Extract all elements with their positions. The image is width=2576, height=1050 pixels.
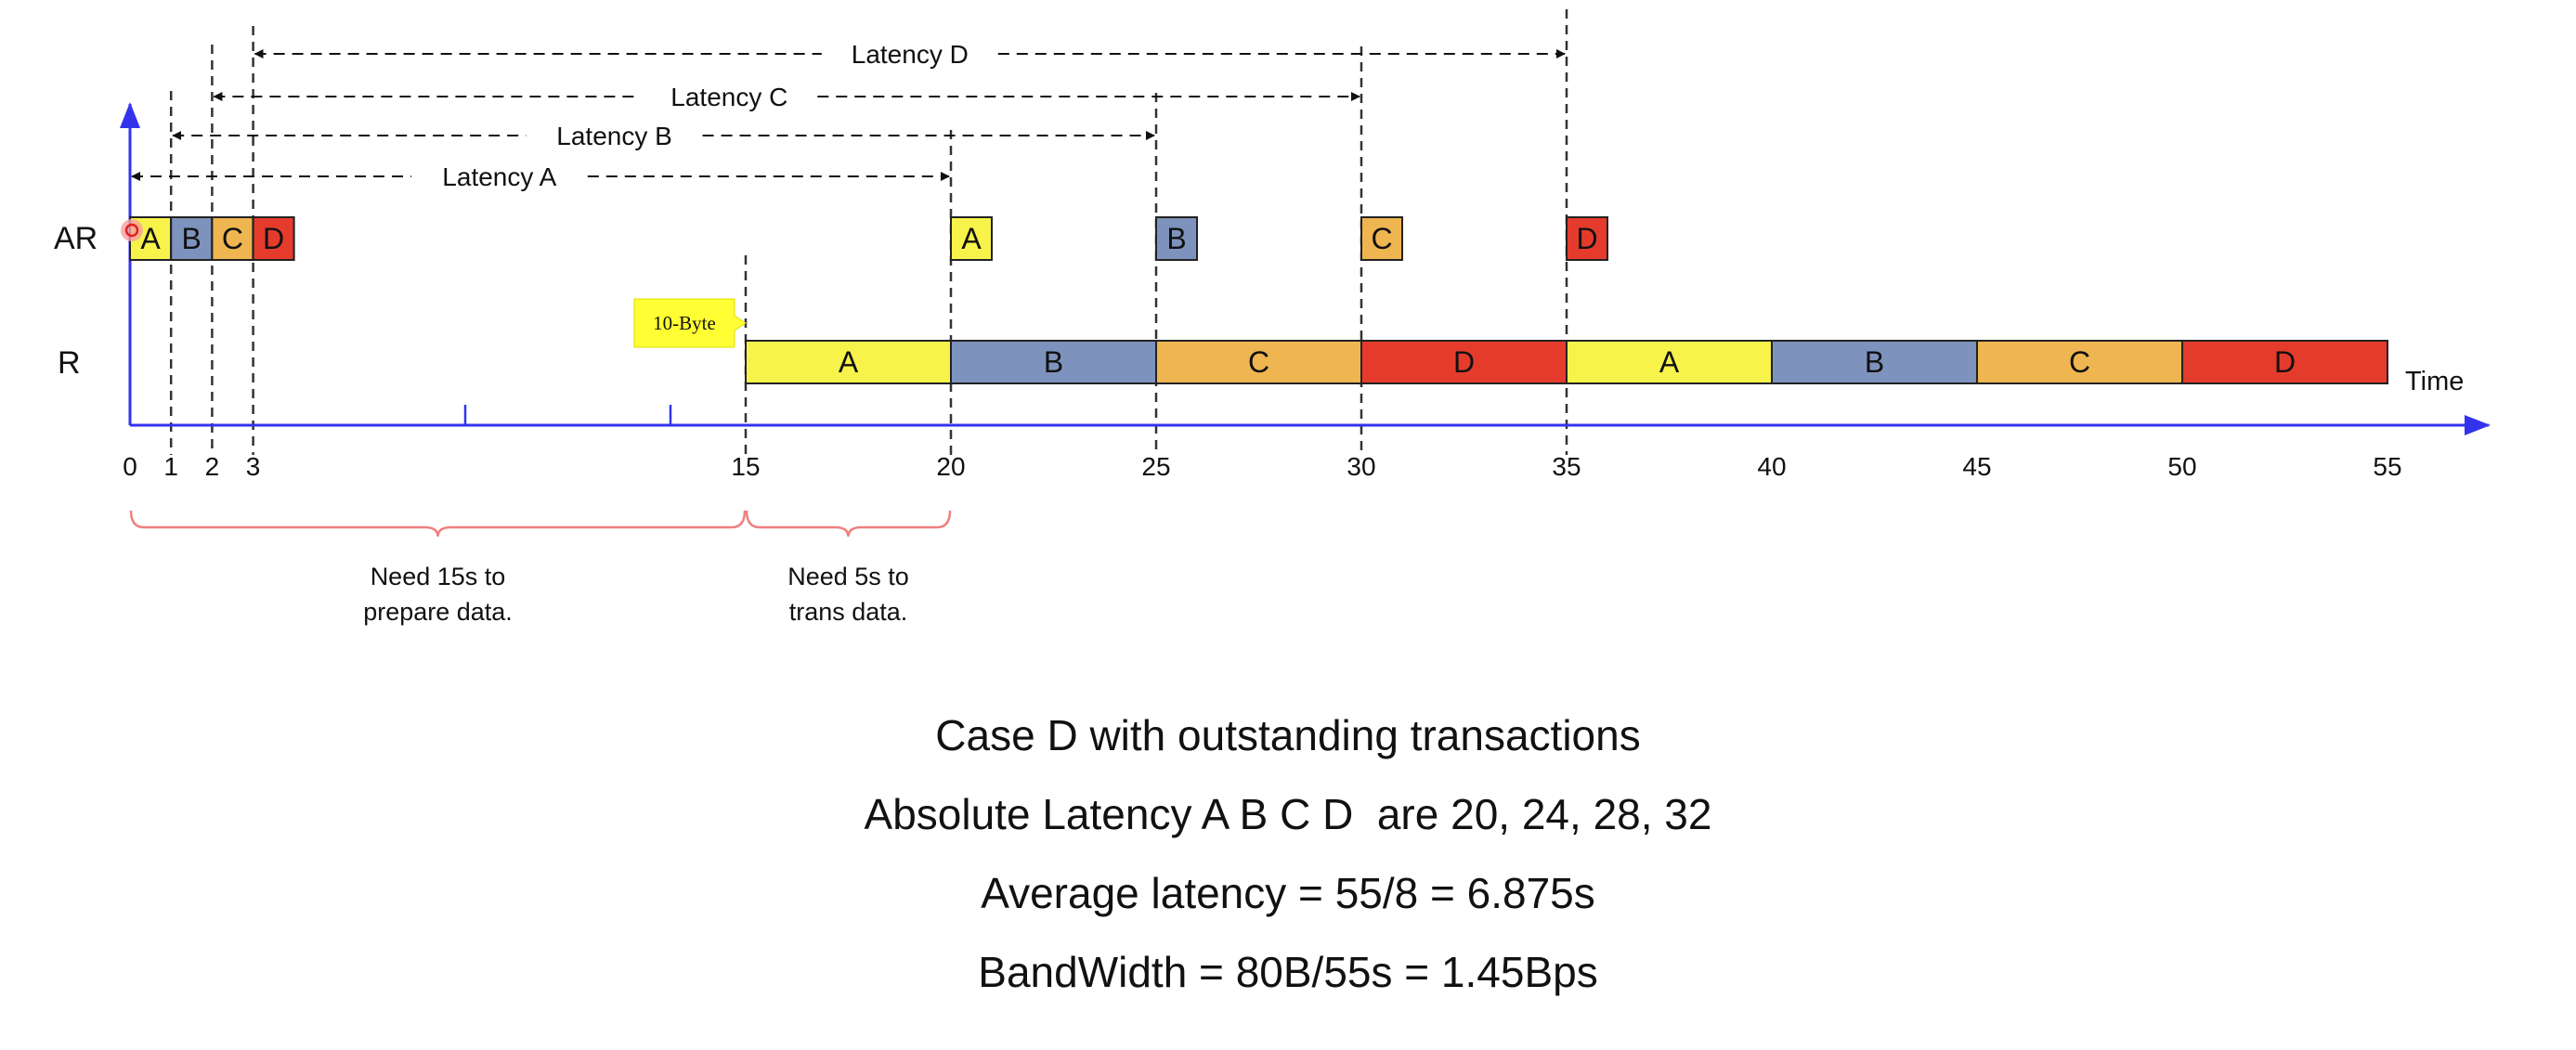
caption-bandwidth: BandWidth = 80B/55s = 1.45Bps <box>978 948 1598 996</box>
brace-note: Need 15s to <box>371 563 506 590</box>
brace-2 <box>745 510 952 538</box>
x-tick-label: 30 <box>1347 452 1375 481</box>
brace-note: trans data. <box>789 598 908 626</box>
r-block-d <box>1360 340 1568 384</box>
x-tick-label: 35 <box>1552 452 1581 481</box>
ar-block-label: B <box>182 222 202 255</box>
ar-block-label: D <box>1576 222 1597 255</box>
ar-block-label: A <box>961 222 982 255</box>
ar-block-label: D <box>263 222 284 255</box>
x-tick-label: 2 <box>205 452 220 481</box>
x-axis-label: Time <box>2405 367 2464 396</box>
brace-1 <box>129 510 747 538</box>
r-block-d <box>2181 340 2388 384</box>
latency-label: Latency A <box>442 162 556 191</box>
x-tick-label: 25 <box>1141 452 1170 481</box>
caption-title: Case D with outstanding transactions <box>935 711 1641 759</box>
caption-absolute-latency: Absolute Latency A B C D are 20, 24, 28,… <box>864 790 1712 838</box>
r-block-label: D <box>2274 345 2296 379</box>
r-block-label: B <box>1044 345 1063 379</box>
x-tick-label: 45 <box>1962 452 1991 481</box>
r-block-b <box>950 340 1157 384</box>
cursor-dot <box>124 223 139 238</box>
x-tick-label: 50 <box>2167 452 2196 481</box>
r-block-label: D <box>1453 345 1475 379</box>
ar-block-label: B <box>1166 222 1186 255</box>
r-block-label: C <box>1248 345 1269 379</box>
ar-block-c <box>1360 216 1403 261</box>
ar-block-label: C <box>1371 222 1392 255</box>
callout-label: 10-Byte <box>653 312 716 334</box>
row-label-r: R <box>58 345 81 381</box>
ar-block-d <box>252 216 295 261</box>
r-block-a <box>1566 340 1773 384</box>
brace-note: Need 5s to <box>787 563 909 590</box>
r-block-c <box>1976 340 2183 384</box>
ar-block-label: C <box>222 222 243 255</box>
r-block-c <box>1155 340 1362 384</box>
latency-label: Latency C <box>670 83 787 111</box>
latency-label: Latency B <box>556 122 672 150</box>
callout-10-byte <box>633 298 747 348</box>
r-block-a <box>745 340 952 384</box>
x-tick-label: 40 <box>1757 452 1786 481</box>
r-block-label: C <box>2069 345 2090 379</box>
caption-average-latency: Average latency = 55/8 = 6.875s <box>981 869 1595 917</box>
cursor-highlight <box>121 219 143 241</box>
ar-block-a <box>950 216 993 261</box>
x-tick-label: 0 <box>123 452 137 481</box>
x-tick-label: 55 <box>2373 452 2401 481</box>
r-block-label: A <box>839 345 859 379</box>
r-block-label: B <box>1865 345 1884 379</box>
r-block-b <box>1771 340 1978 384</box>
x-tick-label: 1 <box>163 452 178 481</box>
row-label-ar: AR <box>54 221 98 256</box>
x-tick-label: 20 <box>936 452 965 481</box>
ar-block-d <box>1566 216 1608 261</box>
ar-block-label: A <box>140 222 161 255</box>
r-block-label: A <box>1659 345 1680 379</box>
x-tick-label: 3 <box>246 452 261 481</box>
latency-label: Latency D <box>852 40 969 69</box>
ar-block-b <box>1155 216 1198 261</box>
x-tick-label: 15 <box>731 452 760 481</box>
brace-note: prepare data. <box>363 598 513 626</box>
